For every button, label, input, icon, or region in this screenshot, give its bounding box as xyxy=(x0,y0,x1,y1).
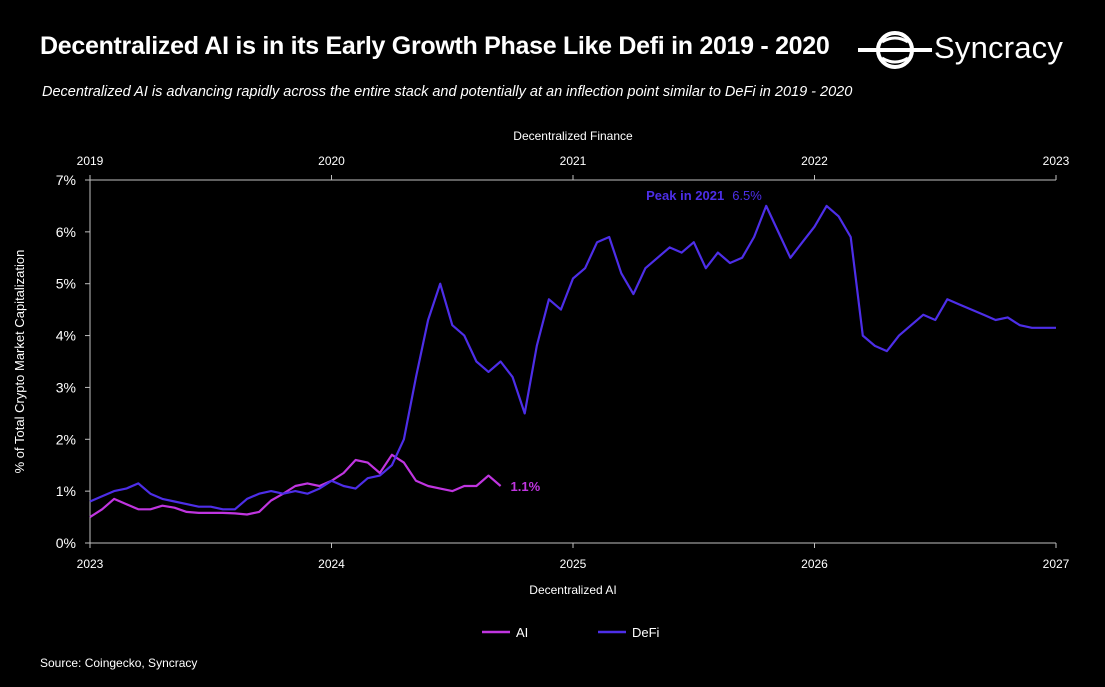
annotation-defi-peak-label: Peak in 2021 xyxy=(646,188,724,203)
y-tick-label: 2% xyxy=(56,431,76,447)
x-tick-label-bottom: 2027 xyxy=(1043,557,1070,571)
y-tick-label: 7% xyxy=(56,172,76,188)
x-tick-label-top: 2020 xyxy=(318,154,345,168)
annotation-ai-latest: 1.1% xyxy=(511,479,541,494)
source-note: Source: Coingecko, Syncracy xyxy=(40,656,198,670)
x-tick-label-top: 2023 xyxy=(1043,154,1070,168)
y-tick-label: 1% xyxy=(56,483,76,499)
y-tick-label: 5% xyxy=(56,276,76,292)
series-lines xyxy=(89,204,1056,519)
y-tick-label: 3% xyxy=(56,379,76,395)
legend: AI DeFi xyxy=(482,625,660,640)
annotations: 1.1% Peak in 2021 6.5% xyxy=(511,188,763,494)
y-tick-label: 0% xyxy=(56,535,76,551)
x-axis-title: Decentralized AI xyxy=(529,583,616,597)
y-tick-label: 4% xyxy=(56,328,76,344)
x2-axis-title: Decentralized Finance xyxy=(513,129,633,143)
annotation-defi-peak-value: 6.5% xyxy=(732,188,762,203)
y-axis-title: % of Total Crypto Market Capitalization xyxy=(12,250,27,474)
axes: 0% 1% 2% 3% 4% 5% 6% 7% 2023 2024 2025 2026 2027 2019… xyxy=(12,129,1070,597)
chart-title: Decentralized AI is in its Early Growth … xyxy=(40,32,830,60)
legend-label-ai: AI xyxy=(516,625,528,640)
logo-text: Syncracy xyxy=(934,30,1064,65)
x-tick-label-bottom: 2025 xyxy=(560,557,587,571)
x-tick-label-top: 2021 xyxy=(560,154,587,168)
x-tick-label-top: 2019 xyxy=(77,154,104,168)
x-tick-label-bottom: 2024 xyxy=(318,557,345,571)
x-tick-label-bottom: 2026 xyxy=(801,557,828,571)
syncracy-logo-icon xyxy=(858,31,932,69)
y-tick-label: 6% xyxy=(56,224,76,240)
x-tick-label-top: 2022 xyxy=(801,154,828,168)
series-line-defi xyxy=(89,204,1056,511)
series-line-ai xyxy=(89,453,502,519)
x-tick-label-bottom: 2023 xyxy=(77,557,104,571)
legend-label-defi: DeFi xyxy=(632,625,660,640)
chart-subtitle: Decentralized AI is advancing rapidly ac… xyxy=(42,84,853,100)
